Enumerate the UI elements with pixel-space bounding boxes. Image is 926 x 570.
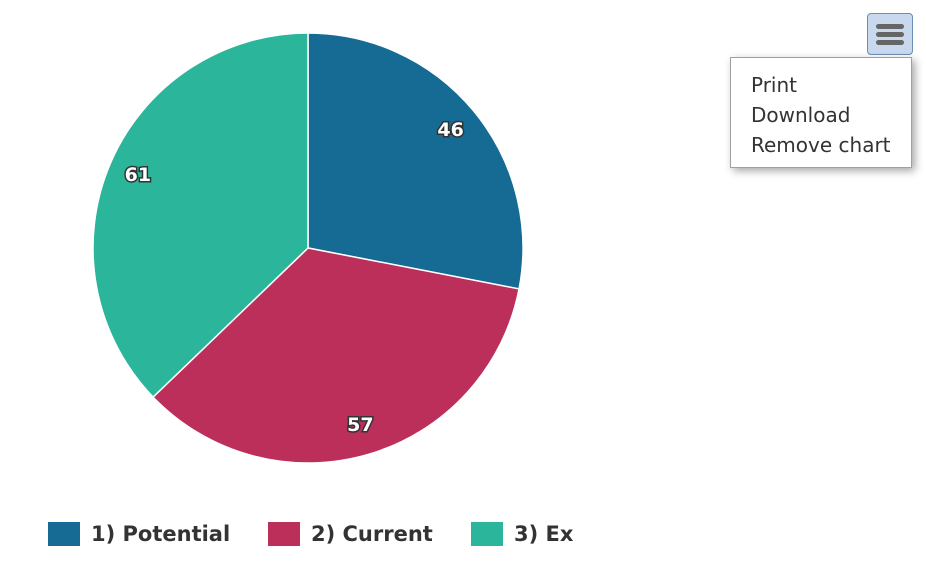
menu-button[interactable]	[867, 13, 913, 55]
legend-label: 2) Current	[311, 522, 433, 546]
legend-swatch	[471, 522, 503, 546]
menu-item[interactable]: Print	[751, 73, 798, 97]
legend-label: 3) Ex	[514, 522, 574, 546]
context-menu: Print Download Remove chart	[730, 57, 912, 168]
pie-slice	[307, 32, 524, 290]
menu-icon-bar	[876, 40, 904, 45]
legend-swatch	[48, 522, 80, 546]
data-label: 46	[437, 119, 463, 141]
pie-slice	[152, 247, 520, 464]
menu-item[interactable]: Download	[751, 103, 851, 127]
data-label: 57	[347, 414, 373, 436]
legend-swatch	[268, 522, 300, 546]
legend-label: 1) Potential	[91, 522, 230, 546]
menu-item[interactable]: Remove chart	[751, 133, 891, 157]
menu-icon-bar	[876, 24, 904, 29]
data-label: 61	[125, 164, 151, 186]
pie-slice	[92, 32, 309, 399]
menu-icon-bar	[876, 32, 904, 37]
